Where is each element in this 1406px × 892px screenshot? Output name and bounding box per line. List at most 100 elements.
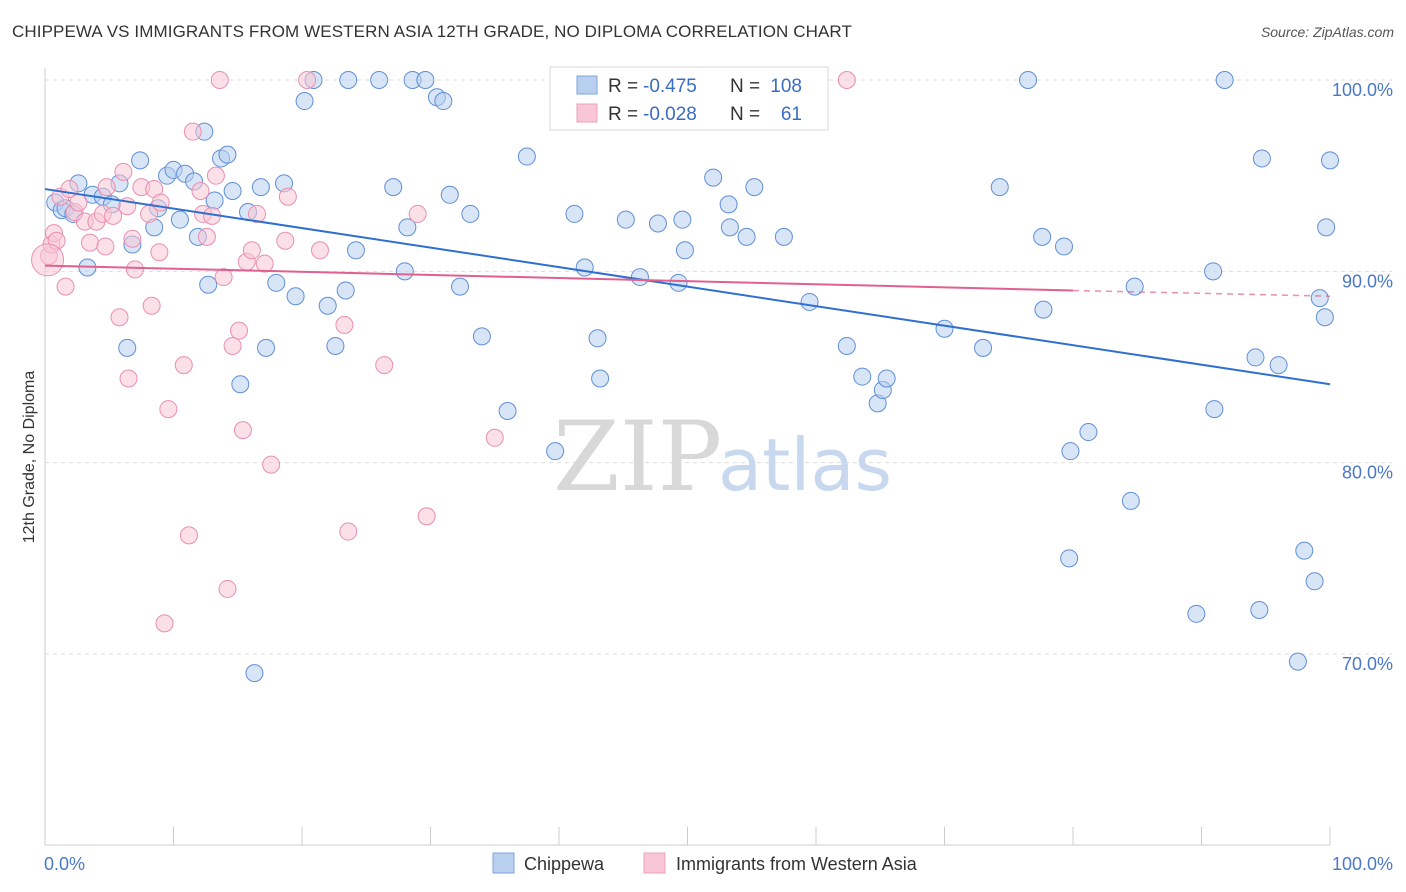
chippewa-point-101	[1310, 289, 1329, 308]
western-asia-point-21	[125, 260, 144, 279]
chippewa-point-92	[1205, 400, 1224, 419]
series-western-asia-points	[31, 71, 856, 633]
chippewa-point-67	[704, 168, 723, 187]
chippewa-point-60	[591, 369, 610, 388]
chippewa-point-91	[1204, 262, 1223, 281]
chippewa-point-56	[546, 442, 565, 461]
chippewa-point-78	[877, 369, 896, 388]
chippewa-point-83	[1034, 300, 1053, 319]
chippewa-point-80	[974, 338, 993, 357]
chippewa-point-64	[669, 273, 688, 292]
chippewa-point-105	[1019, 71, 1038, 89]
legend-swatch-pink	[576, 103, 598, 123]
chippewa-trend-line	[44, 188, 1331, 386]
chippewa-point-47	[416, 71, 435, 89]
chippewa-point-52	[461, 204, 480, 223]
western-asia-point-35	[197, 227, 216, 246]
western-asia-point-8	[69, 193, 88, 212]
western-asia-point-56	[408, 204, 427, 223]
y-tick-label-70: 70.0%	[1342, 654, 1393, 674]
chippewa-point-58	[575, 258, 594, 277]
western-asia-point-47	[255, 254, 274, 273]
watermark-atlas: atlas	[718, 423, 892, 507]
chippewa-point-22	[199, 275, 218, 294]
western-asia-point-60	[31, 243, 65, 277]
chippewa-point-100	[1305, 572, 1324, 591]
x-tick-label-100: 100.0%	[1332, 854, 1393, 874]
chippewa-point-34	[286, 287, 305, 306]
chippewa-point-87	[1079, 423, 1098, 442]
western-asia-point-50	[278, 187, 297, 206]
western-asia-point-29	[159, 400, 178, 419]
chippewa-point-65	[673, 210, 692, 229]
western-asia-point-40	[218, 579, 237, 598]
stats-legend: R = -0.475 N = 108 R = -0.028 N = 61	[549, 66, 829, 131]
chippewa-point-93	[1215, 71, 1234, 89]
western-asia-point-5	[56, 277, 75, 296]
western-asia-point-38	[210, 71, 229, 89]
chippewa-point-10	[118, 338, 137, 357]
chippewa-point-103	[1317, 218, 1336, 237]
legend-r-value-1: -0.475	[643, 76, 697, 97]
chippewa-point-55	[517, 147, 536, 166]
chippewa-point-49	[434, 92, 453, 111]
western-asia-point-33	[191, 181, 210, 200]
chippewa-point-72	[774, 227, 793, 246]
chippewa-point-42	[370, 71, 389, 89]
y-tick-labels: 70.0% 80.0% 90.0% 100.0%	[1332, 80, 1393, 674]
western-asia-point-51	[298, 71, 317, 89]
legend-n-label-2: N =	[730, 104, 760, 125]
chippewa-point-71	[745, 178, 764, 197]
western-asia-point-48	[262, 455, 281, 474]
legend-n-label-1: N =	[730, 76, 760, 97]
chippewa-point-35	[295, 92, 314, 111]
western-asia-point-57	[417, 507, 436, 526]
chippewa-point-26	[223, 181, 242, 200]
chippewa-point-43	[384, 178, 403, 197]
series-chippewa-points	[46, 71, 1339, 683]
chippewa-point-75	[853, 367, 872, 386]
western-asia-point-30	[174, 356, 193, 375]
series-legend: Chippewa Immigrants from Western Asia	[492, 852, 918, 874]
chippewa-point-40	[339, 71, 358, 89]
chippewa-point-82	[1033, 227, 1052, 246]
y-tick-label-100: 100.0%	[1332, 80, 1393, 100]
chippewa-point-97	[1269, 356, 1288, 375]
western-asia-point-45	[242, 241, 261, 260]
bottom-legend-swatch-chippewa	[492, 852, 515, 874]
chippewa-point-68	[719, 195, 738, 214]
chippewa-point-30	[251, 178, 270, 197]
western-asia-trend-line	[44, 264, 1074, 292]
x-tick-labels: 0.0% 100.0%	[44, 854, 1393, 874]
chippewa-point-95	[1250, 600, 1269, 619]
chart-title: CHIPPEWA VS IMMIGRANTS FROM WESTERN ASIA…	[12, 22, 852, 41]
western-asia-point-13	[96, 237, 115, 256]
western-asia-point-43	[233, 421, 252, 440]
chippewa-point-51	[451, 277, 470, 296]
chippewa-point-61	[616, 210, 635, 229]
legend-r-value-2: -0.028	[643, 104, 697, 125]
chippewa-point-37	[318, 296, 337, 315]
chippewa-point-27	[231, 375, 250, 394]
chippewa-point-81	[990, 178, 1009, 197]
bottom-legend-swatch-western-asia	[643, 852, 666, 874]
western-asia-point-54	[339, 522, 358, 541]
chippewa-point-57	[565, 204, 584, 223]
western-asia-point-58	[485, 428, 504, 447]
chippewa-point-54	[498, 402, 517, 421]
x-tick-label-0: 0.0%	[44, 854, 85, 874]
watermark-zip: ZIP	[553, 401, 722, 513]
chippewa-point-69	[720, 218, 739, 237]
chippewa-point-88	[1121, 491, 1140, 510]
chippewa-point-44	[395, 262, 414, 281]
western-asia-point-42	[230, 321, 249, 340]
western-asia-point-37	[206, 166, 225, 185]
western-asia-trend-extension	[1072, 289, 1331, 297]
western-asia-point-53	[335, 315, 354, 334]
western-asia-point-59	[837, 71, 856, 89]
chippewa-point-39	[336, 281, 355, 300]
western-asia-point-10	[80, 233, 99, 252]
western-asia-point-55	[375, 356, 394, 375]
western-asia-point-28	[155, 614, 174, 633]
